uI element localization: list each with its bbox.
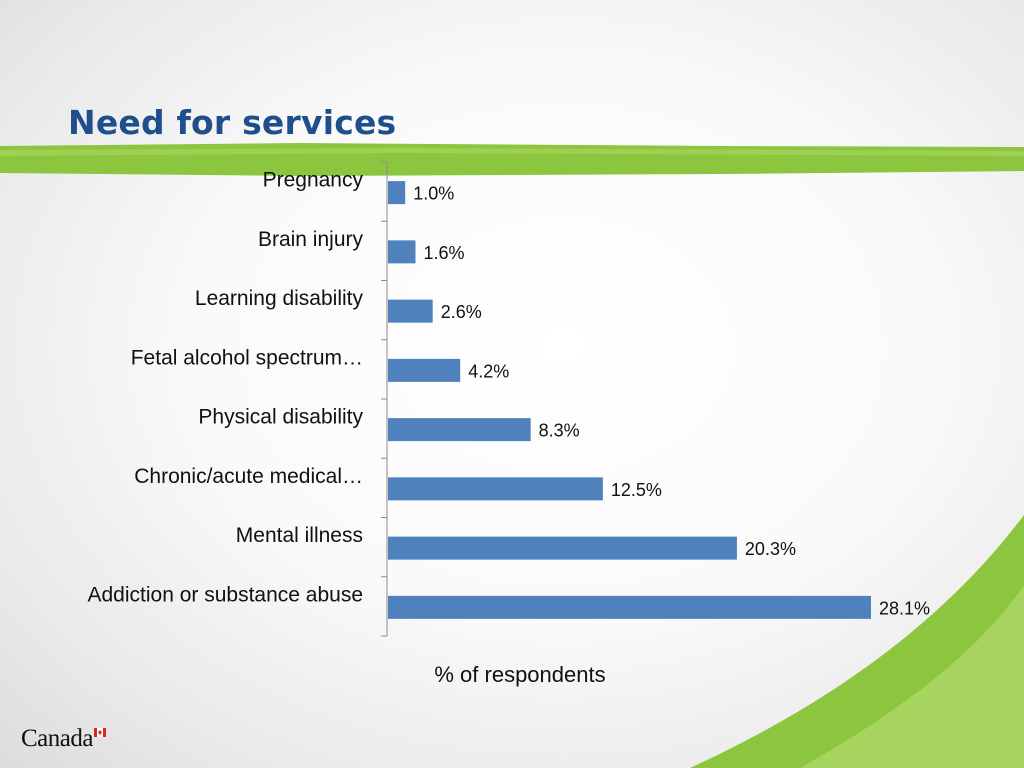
bar — [388, 181, 406, 205]
bar — [388, 536, 737, 560]
slide-title: Need for services — [68, 103, 397, 142]
value-label: 1.6% — [424, 243, 465, 263]
bar — [388, 418, 531, 442]
bar — [388, 299, 433, 323]
bar — [388, 240, 416, 264]
value-label: 20.3% — [745, 539, 796, 559]
value-label: 28.1% — [879, 598, 930, 618]
value-label: 4.2% — [468, 361, 509, 381]
canada-wordmark: Canada — [21, 725, 93, 752]
category-label: Fetal alcohol spectrum… — [131, 346, 363, 369]
canada-flag-icon — [94, 728, 106, 737]
category-label: Addiction or substance abuse — [87, 583, 363, 606]
bar — [388, 595, 871, 619]
value-label: 2.6% — [441, 302, 482, 322]
bar — [388, 477, 603, 501]
x-axis-title: % of respondents — [434, 662, 605, 687]
value-label: 8.3% — [539, 421, 580, 441]
category-label: Chronic/acute medical… — [134, 465, 363, 488]
value-label: 12.5% — [611, 480, 662, 500]
category-label: Brain injury — [258, 228, 364, 251]
value-label: 1.0% — [413, 184, 454, 204]
bar — [388, 358, 461, 382]
category-label: Physical disability — [198, 406, 363, 429]
category-label: Learning disability — [195, 287, 364, 310]
category-label: Mental illness — [236, 524, 363, 547]
category-label: Pregnancy — [263, 169, 364, 192]
